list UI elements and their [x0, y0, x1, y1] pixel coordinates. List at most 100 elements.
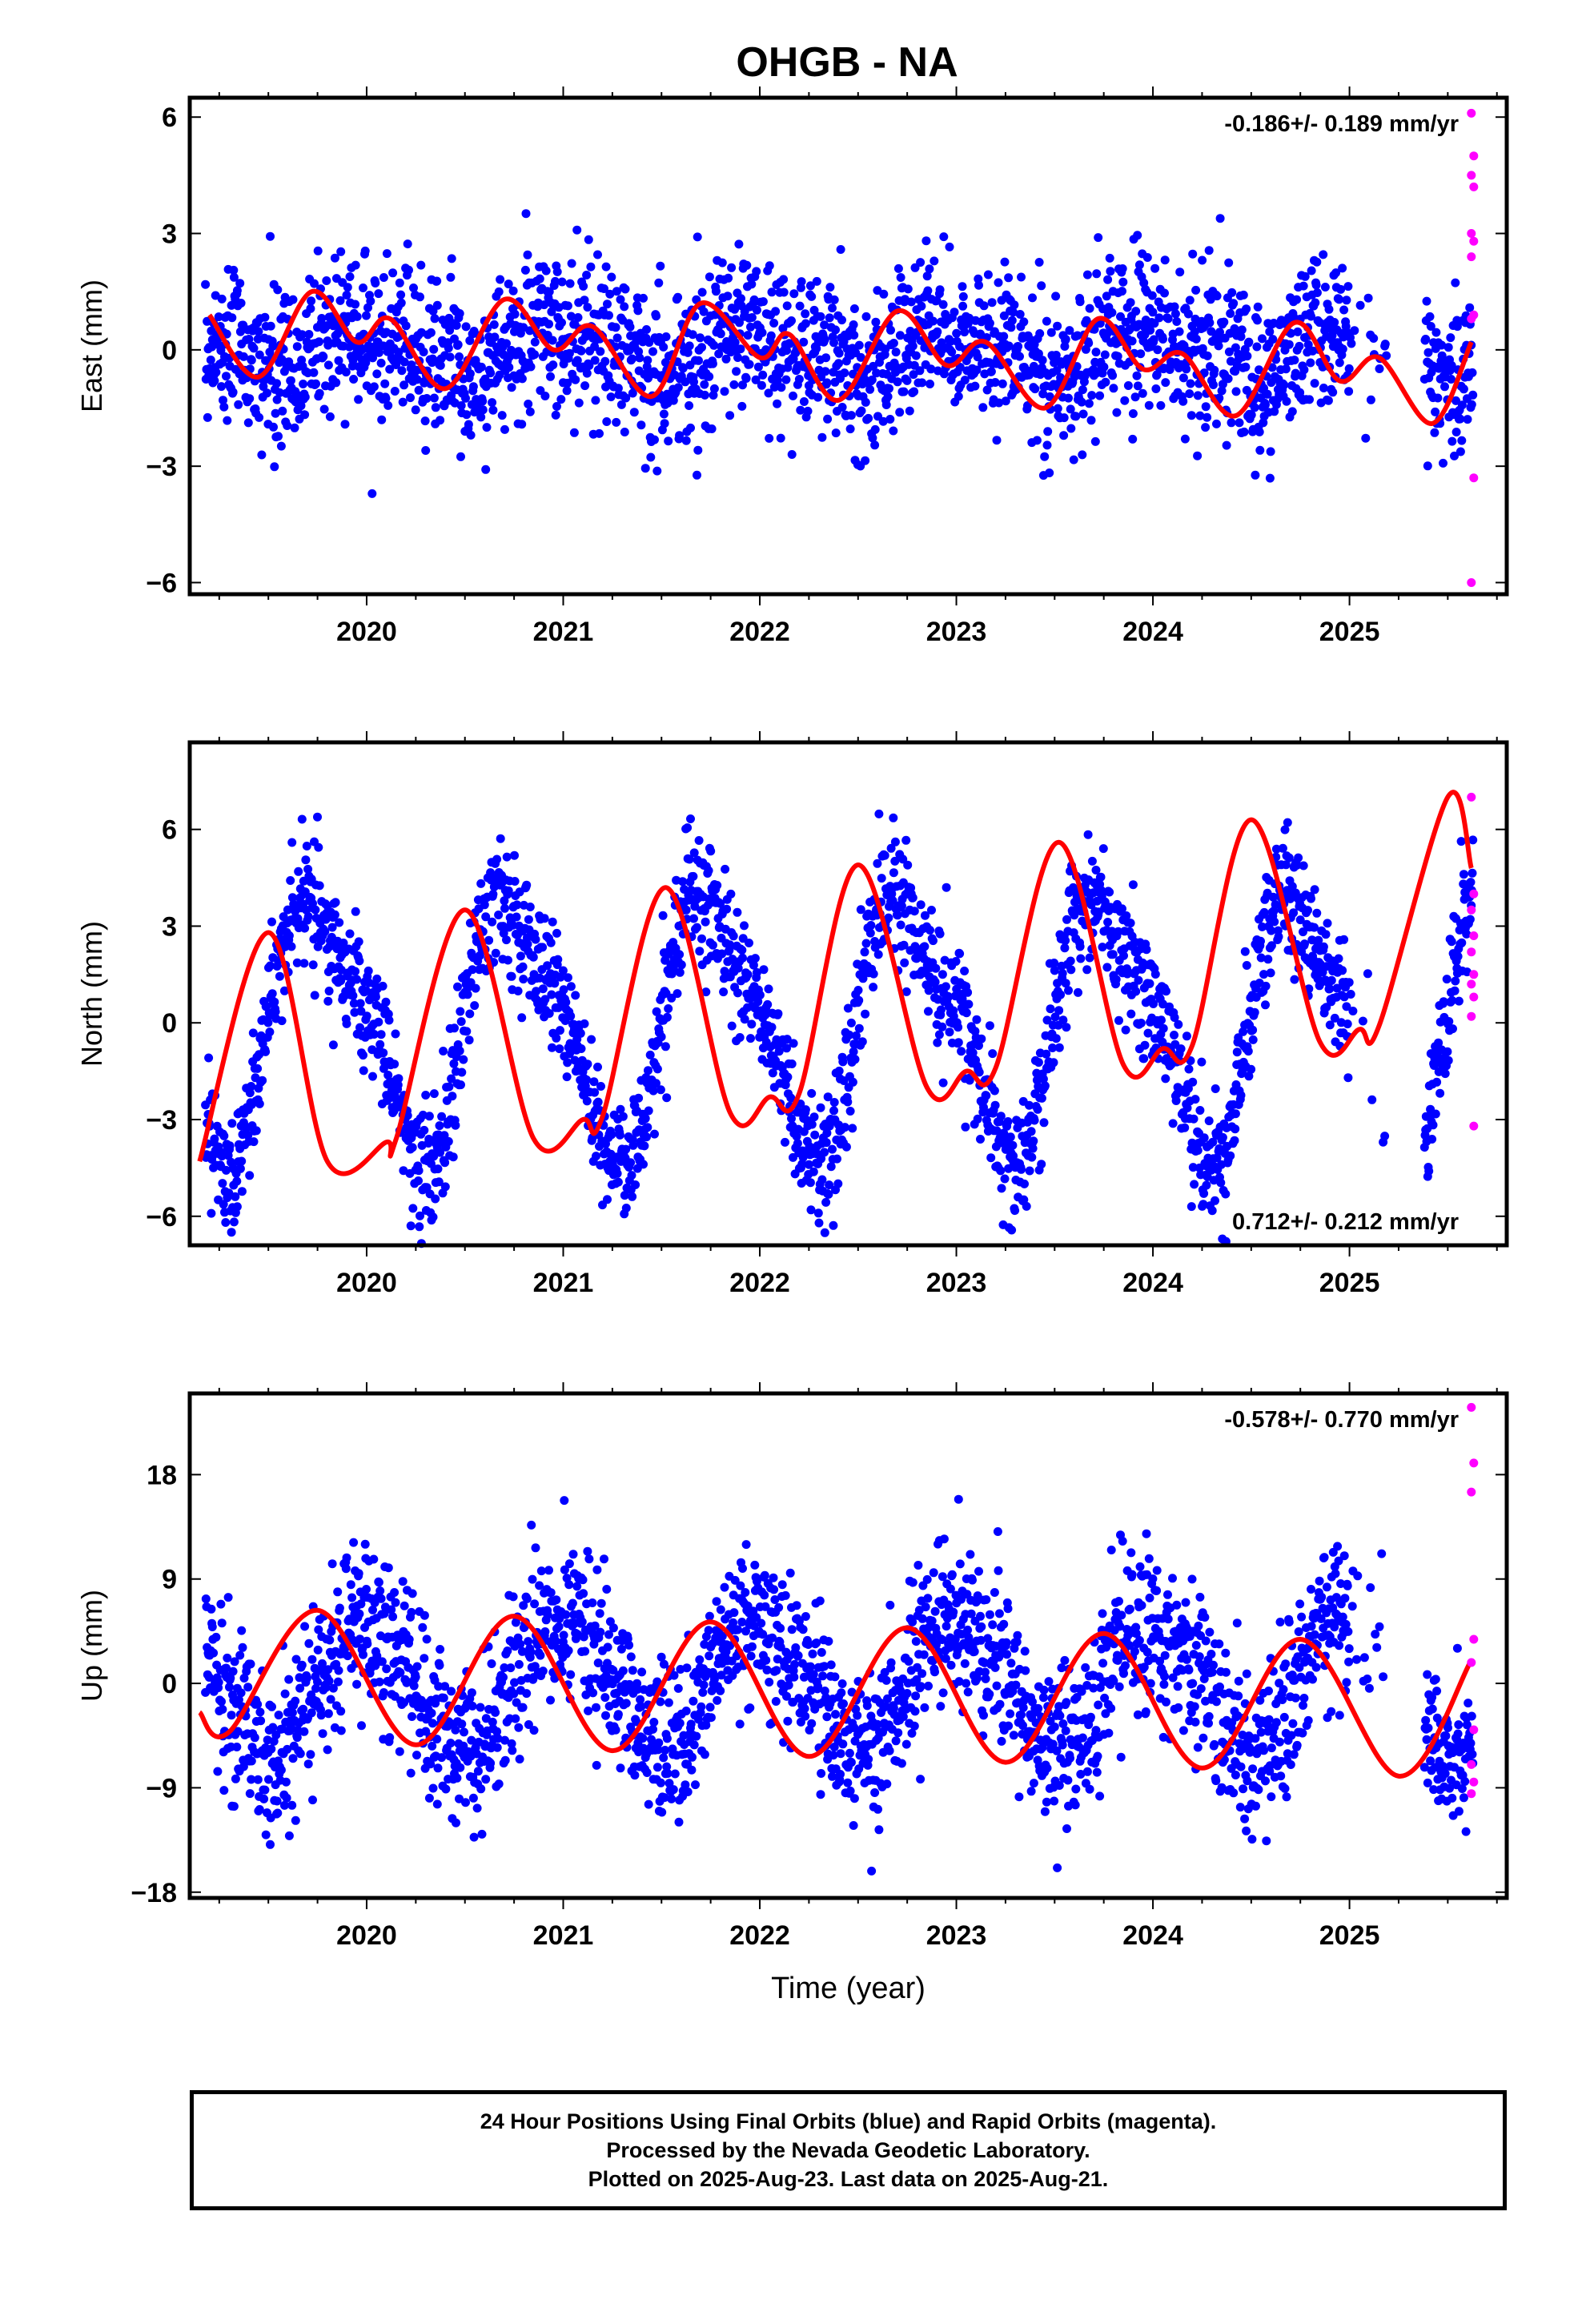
data-point: [306, 1750, 315, 1759]
data-point: [661, 1042, 670, 1051]
data-point: [1074, 987, 1082, 997]
data-point: [675, 950, 685, 959]
data-point: [548, 1043, 556, 1052]
data-point: [1040, 1081, 1050, 1091]
data-point: [843, 1097, 853, 1107]
east-velocity-annotation: -0.186+/- 0.189 mm/yr: [1224, 111, 1459, 137]
data-point: [502, 339, 511, 348]
data-point: [1082, 270, 1092, 279]
data-point: [1059, 431, 1069, 440]
data-point: [1082, 965, 1092, 975]
data-point: [1190, 1180, 1199, 1189]
data-point: [1203, 351, 1212, 360]
data-point: [1307, 894, 1315, 903]
data-point: [931, 963, 941, 973]
data-point: [924, 986, 934, 995]
rapid-data-point: [1467, 578, 1476, 587]
data-point: [1034, 349, 1043, 359]
data-point: [1046, 1004, 1055, 1014]
data-point: [1032, 436, 1042, 445]
data-point: [899, 387, 909, 396]
data-point: [675, 431, 685, 440]
data-point: [540, 300, 549, 310]
data-point: [351, 300, 360, 309]
data-point: [821, 367, 830, 376]
data-point: [1140, 1040, 1150, 1050]
data-point: [541, 266, 551, 275]
data-point: [640, 1114, 650, 1124]
data-point: [548, 336, 557, 345]
data-point: [203, 412, 212, 422]
data-point: [733, 907, 742, 917]
data-point: [1204, 1116, 1214, 1126]
data-point: [732, 367, 741, 376]
data-point: [421, 446, 431, 455]
data-point: [525, 903, 535, 911]
data-point: [734, 239, 744, 249]
rapid-data-point: [1467, 229, 1476, 238]
x-tick-label: 2023: [926, 1920, 987, 1951]
data-point: [476, 412, 486, 422]
data-point: [1078, 409, 1088, 419]
data-point: [510, 309, 520, 319]
y-tick-label: −3: [146, 452, 177, 482]
data-point: [1330, 318, 1339, 327]
data-point: [478, 396, 488, 406]
data-point: [507, 383, 516, 392]
data-point: [451, 1120, 460, 1130]
data-point: [889, 868, 898, 878]
data-point: [644, 1066, 652, 1076]
data-point: [299, 1727, 309, 1736]
data-point: [1188, 1077, 1198, 1087]
data-point: [1463, 415, 1472, 424]
data-point: [396, 290, 406, 300]
data-point: [807, 1120, 817, 1129]
data-point: [700, 380, 709, 389]
data-point: [465, 1009, 475, 1019]
data-point: [1312, 288, 1322, 297]
data-point: [1230, 1136, 1239, 1145]
data-point: [721, 354, 731, 364]
data-point: [736, 344, 745, 354]
data-point: [287, 942, 296, 951]
data-point: [656, 1032, 666, 1042]
data-point: [564, 348, 574, 358]
data-point: [580, 1019, 589, 1028]
data-point: [611, 323, 620, 332]
data-point: [813, 392, 823, 402]
data-point: [999, 311, 1009, 320]
x-tick-label: 2025: [1319, 617, 1380, 647]
data-point: [620, 284, 630, 294]
data-point: [219, 396, 227, 405]
data-point: [325, 412, 335, 421]
data-point: [496, 834, 505, 843]
data-point: [268, 1723, 278, 1732]
data-point: [925, 264, 934, 274]
data-point: [411, 405, 420, 415]
data-point: [1156, 400, 1166, 410]
data-point: [900, 958, 909, 967]
data-point: [976, 1135, 985, 1144]
data-point: [1144, 400, 1154, 410]
data-point: [284, 1675, 294, 1684]
rapid-data-point: [1469, 473, 1479, 483]
data-point: [1161, 378, 1170, 388]
data-point: [455, 1046, 464, 1055]
data-point: [789, 1039, 798, 1048]
data-point: [310, 991, 319, 1000]
data-point: [602, 417, 612, 426]
data-point: [1040, 452, 1050, 461]
data-point: [721, 864, 730, 874]
data-point: [1017, 1164, 1026, 1174]
data-point: [861, 939, 871, 948]
data-point: [886, 325, 895, 335]
data-point: [291, 1815, 300, 1825]
data-point: [276, 1765, 286, 1775]
data-point: [603, 300, 612, 309]
data-point: [1174, 1019, 1183, 1029]
data-point: [1134, 260, 1144, 270]
data-point: [359, 1051, 367, 1060]
data-point: [351, 967, 360, 976]
data-point: [1239, 290, 1248, 300]
data-point: [779, 287, 789, 297]
